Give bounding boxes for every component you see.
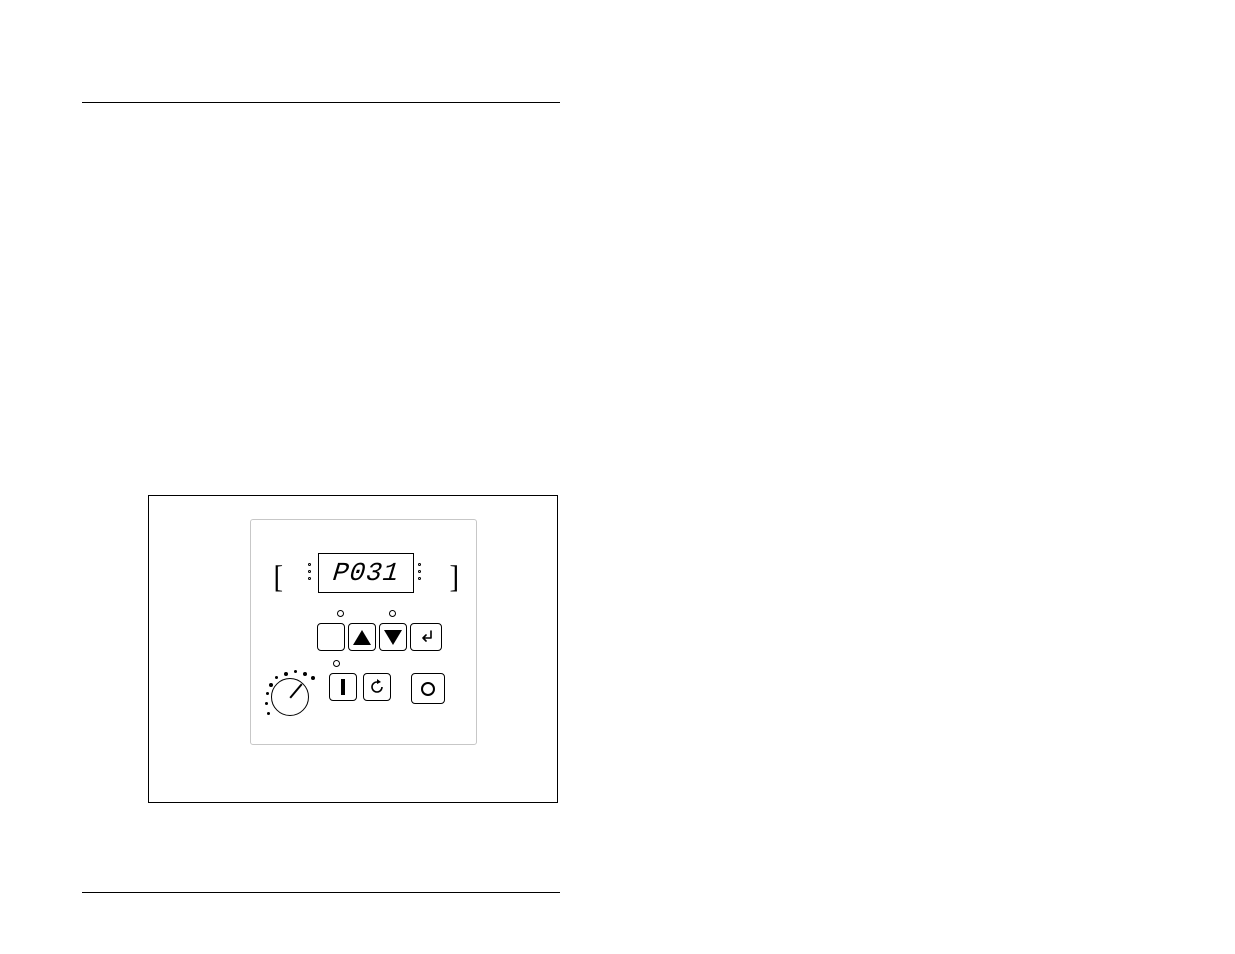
enter-arrow-icon xyxy=(418,630,434,644)
knob-scale-dot xyxy=(269,683,273,687)
refresh-ccw-icon xyxy=(368,678,386,696)
knob-scale-dot xyxy=(265,702,268,705)
vertical-bar-icon xyxy=(341,679,345,695)
reverse-button[interactable] xyxy=(363,673,391,701)
triangle-down-icon xyxy=(384,630,402,645)
circle-icon xyxy=(421,682,435,696)
stop-button[interactable] xyxy=(411,673,445,704)
knob-scale-dot xyxy=(294,670,297,673)
knob-scale-dot xyxy=(267,712,270,715)
start-led-icon xyxy=(333,660,340,667)
indicator-dot xyxy=(308,563,311,566)
lcd-bracket-right: ] xyxy=(450,558,460,595)
bottom-rule xyxy=(82,892,560,893)
knob-scale-dot xyxy=(303,672,307,676)
down-led-icon xyxy=(389,610,396,617)
triangle-up-icon xyxy=(353,630,371,645)
blank-button[interactable] xyxy=(317,623,345,651)
lcd-indicator-dots-right xyxy=(418,563,421,580)
indicator-dot xyxy=(308,577,311,580)
indicator-dot xyxy=(308,570,311,573)
down-button[interactable] xyxy=(379,623,407,651)
control-panel: [ P031 ] xyxy=(250,519,477,745)
knob-scale-dot xyxy=(311,676,315,680)
start-button[interactable] xyxy=(329,673,357,701)
lcd-display: P031 xyxy=(318,553,414,593)
indicator-dot xyxy=(418,563,421,566)
up-button[interactable] xyxy=(348,623,376,651)
indicator-dot xyxy=(418,577,421,580)
lcd-bracket-left: [ xyxy=(274,558,284,595)
up-led-icon xyxy=(337,610,344,617)
knob-scale-dot xyxy=(266,692,269,695)
page: [ P031 ] xyxy=(0,0,1235,954)
indicator-dot xyxy=(418,570,421,573)
knob-scale-dot xyxy=(284,672,288,676)
lcd-text: P031 xyxy=(331,558,401,588)
top-rule xyxy=(82,102,560,103)
enter-button[interactable] xyxy=(410,623,442,651)
lcd-indicator-dots-left xyxy=(308,563,311,580)
speed-knob[interactable] xyxy=(265,672,315,722)
knob-scale-dot xyxy=(275,676,278,679)
figure-frame: [ P031 ] xyxy=(148,495,558,803)
